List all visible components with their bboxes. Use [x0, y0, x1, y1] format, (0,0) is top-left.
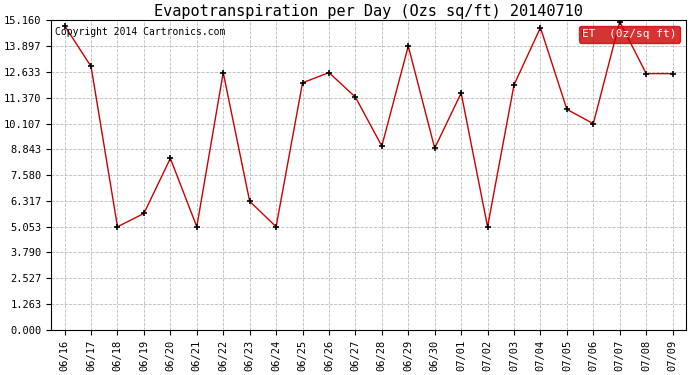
Title: Evapotranspiration per Day (Ozs sq/ft) 20140710: Evapotranspiration per Day (Ozs sq/ft) 2… — [154, 4, 583, 19]
Legend: ET  (0z/sq ft): ET (0z/sq ft) — [579, 26, 680, 42]
Text: Copyright 2014 Cartronics.com: Copyright 2014 Cartronics.com — [55, 27, 225, 36]
